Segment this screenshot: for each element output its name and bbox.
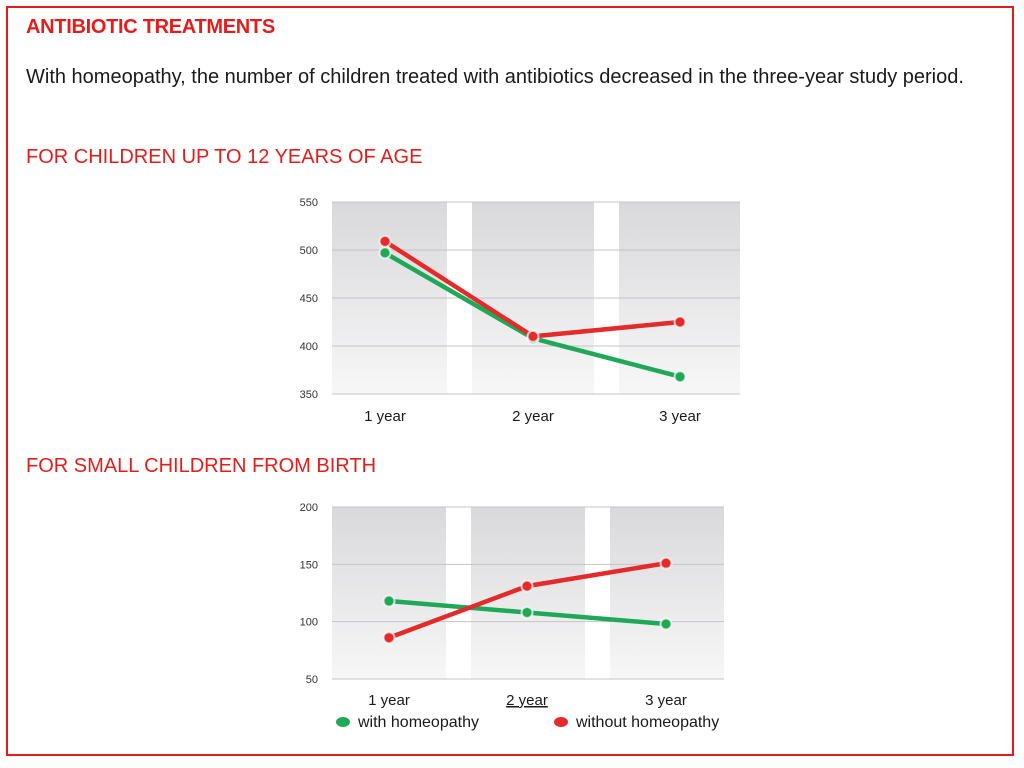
category-band [332, 507, 446, 679]
category-band [610, 507, 724, 679]
y-tick-label: 450 [300, 293, 318, 305]
y-tick-label: 500 [300, 245, 318, 257]
x-category-label: 2 year [512, 408, 554, 425]
data-point-with-homeopathy [382, 594, 396, 608]
x-category-label: 2 year [506, 692, 548, 709]
data-point-without-homeopathy [378, 234, 392, 248]
category-band [471, 507, 585, 679]
intro-paragraph: With homeopathy, the number of children … [26, 66, 964, 88]
y-tick-label: 350 [300, 389, 318, 401]
data-point-without-homeopathy [520, 579, 534, 593]
legend-item-with-homeopathy: with homeopathy [336, 714, 479, 732]
data-point-without-homeopathy [673, 315, 687, 329]
legend-label: with homeopathy [358, 714, 479, 731]
data-point-without-homeopathy [382, 631, 396, 645]
x-category-label: 1 year [364, 408, 406, 425]
y-tick-label: 200 [300, 502, 318, 514]
legend-item-without-homeopathy: without homeopathy [554, 714, 719, 732]
y-tick-label: 100 [300, 617, 318, 629]
data-point-with-homeopathy [659, 617, 673, 631]
x-category-label: 3 year [645, 692, 687, 709]
legend-dot-icon [554, 716, 568, 727]
content-frame [6, 6, 1014, 756]
y-tick-label: 400 [300, 341, 318, 353]
data-point-with-homeopathy [520, 605, 534, 619]
x-category-label: 3 year [659, 408, 701, 425]
y-tick-label: 50 [306, 674, 318, 686]
y-tick-label: 550 [300, 197, 318, 209]
chart-2-heading: FOR SMALL CHILDREN FROM BIRTH [26, 455, 377, 477]
x-category-label: 1 year [368, 692, 410, 709]
y-tick-label: 150 [300, 559, 318, 571]
data-point-with-homeopathy [673, 370, 687, 384]
legend-label: without homeopathy [576, 714, 720, 731]
data-point-without-homeopathy [526, 329, 540, 343]
page-title: ANTIBIOTIC TREATMENTS [26, 16, 275, 38]
chart-1-heading: FOR CHILDREN UP TO 12 YEARS OF AGE [26, 146, 423, 168]
data-point-without-homeopathy [659, 556, 673, 570]
legend-dot-icon [336, 716, 350, 727]
